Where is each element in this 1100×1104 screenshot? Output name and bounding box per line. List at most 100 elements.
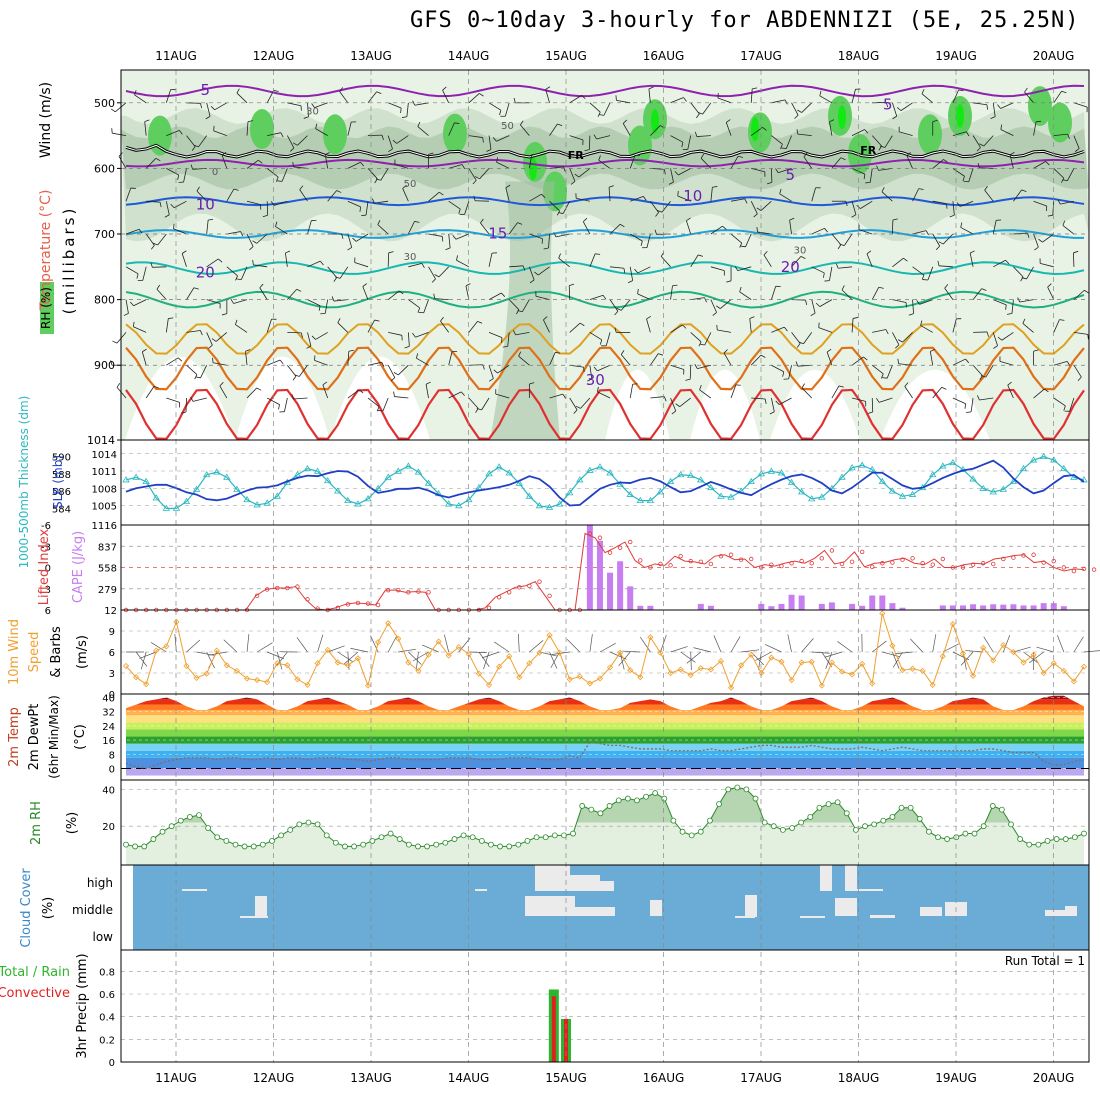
rh2m-marker bbox=[580, 803, 585, 808]
rh2m-marker bbox=[288, 827, 293, 832]
rh2m-marker bbox=[206, 826, 211, 831]
rh2m-marker bbox=[498, 844, 503, 849]
cloud-block bbox=[475, 889, 487, 891]
rh2m-marker bbox=[370, 838, 375, 843]
cloud-block bbox=[820, 865, 832, 891]
wind-tick-label: 6 bbox=[109, 648, 115, 659]
rh2m-marker bbox=[406, 842, 411, 847]
pressure-tick-label: 500 bbox=[94, 97, 115, 110]
wind-barb-flag bbox=[781, 148, 786, 149]
cape-bar bbox=[859, 606, 865, 610]
pressure-tick-label: 700 bbox=[94, 228, 115, 241]
rh2m-marker bbox=[124, 842, 129, 847]
rh2m-marker bbox=[990, 803, 995, 808]
temp-tick-label: 32 bbox=[102, 708, 115, 719]
rh2m-marker bbox=[1018, 837, 1023, 842]
cape-bar bbox=[627, 586, 633, 610]
wind-ylabel-4: (m/s) bbox=[75, 635, 90, 669]
temp-band bbox=[121, 715, 1089, 722]
cape-bar bbox=[1041, 603, 1047, 610]
rh-moist-patch bbox=[148, 116, 172, 156]
cape-bar bbox=[637, 606, 643, 610]
precip-tick-label: 0.2 bbox=[99, 1035, 115, 1046]
wind-ylabel-1: 10m Wind bbox=[7, 619, 22, 685]
rh2m-marker bbox=[415, 844, 420, 849]
date-label-bottom: 19AUG bbox=[935, 1071, 977, 1085]
rh2m-marker bbox=[753, 796, 758, 801]
rh2m-marker bbox=[625, 796, 630, 801]
wind-ylabel-2: Speed bbox=[27, 632, 42, 673]
rh-tick-label: 40 bbox=[102, 785, 115, 796]
rh2m-marker bbox=[890, 814, 895, 819]
date-label-top: 16AUG bbox=[643, 49, 685, 63]
rh2m-marker bbox=[1082, 831, 1087, 836]
rh2m-marker bbox=[470, 835, 475, 840]
date-label-bottom: 12AUG bbox=[253, 1071, 295, 1085]
cloud-block bbox=[255, 896, 267, 916]
cape-bar bbox=[990, 604, 996, 610]
rh2m-marker bbox=[461, 833, 466, 838]
isotherm-label: 5 bbox=[883, 95, 893, 113]
cloud-tick-label: high bbox=[87, 876, 113, 890]
temp-tick-label: 24 bbox=[102, 722, 115, 733]
cape-bar bbox=[980, 605, 986, 610]
cloud-block bbox=[535, 865, 570, 891]
rh2m-marker bbox=[817, 805, 822, 810]
rh2m-marker bbox=[388, 831, 393, 836]
freezing-level-label: FR bbox=[568, 149, 585, 162]
rh2m-marker bbox=[333, 840, 338, 845]
rh2m-marker bbox=[726, 787, 731, 792]
rh2m-marker bbox=[780, 827, 785, 832]
cloud-block bbox=[650, 900, 662, 916]
cloud-block bbox=[600, 881, 614, 891]
rh2m-marker bbox=[981, 824, 986, 829]
cloud-block bbox=[745, 895, 757, 917]
rh2m-marker bbox=[1063, 837, 1068, 842]
slp-ylabel: SLP (mb) bbox=[51, 455, 65, 509]
rh2m-marker bbox=[297, 822, 302, 827]
cloud-block bbox=[575, 907, 615, 916]
upper-air-ylabel: (millibars) bbox=[60, 206, 78, 315]
wind-tick-label: 3 bbox=[109, 669, 115, 680]
rh2m-marker bbox=[598, 811, 603, 816]
date-label-bottom: 20AUG bbox=[1033, 1071, 1075, 1085]
cape-bar bbox=[789, 595, 795, 610]
cape-bar bbox=[869, 596, 875, 610]
rh2m-marker bbox=[315, 822, 320, 827]
cloud-tick-label: low bbox=[93, 930, 114, 944]
legend-wind-label: Wind (m/s) bbox=[38, 82, 54, 158]
date-label-bottom: 17AUG bbox=[740, 1071, 782, 1085]
cape-bar bbox=[1031, 605, 1037, 610]
rh2m-marker bbox=[644, 794, 649, 799]
rh-tick-label: 20 bbox=[102, 822, 115, 833]
cape-tick-label: 12 bbox=[104, 606, 117, 617]
rh2m-marker bbox=[1045, 838, 1050, 843]
rh2m-marker bbox=[771, 824, 776, 829]
rh2m-marker bbox=[881, 818, 886, 823]
date-label-bottom: 15AUG bbox=[545, 1071, 587, 1085]
rh2m-marker bbox=[844, 811, 849, 816]
rh-contour-label: 30 bbox=[794, 246, 807, 257]
cloud-block bbox=[800, 916, 825, 918]
isotherm-label: 15 bbox=[488, 225, 507, 243]
rh2m-marker bbox=[516, 842, 521, 847]
cape-bar bbox=[698, 604, 704, 610]
cloud-block bbox=[1065, 906, 1077, 916]
rh2m-marker bbox=[1072, 835, 1077, 840]
rh2m-ylabel-2: (%) bbox=[65, 812, 80, 835]
rh-saturated-patch bbox=[651, 109, 659, 133]
date-label-top: 19AUG bbox=[935, 49, 977, 63]
wind-barb-flag bbox=[882, 378, 887, 379]
rh2m-marker bbox=[452, 837, 457, 842]
cape-bar bbox=[879, 596, 885, 610]
rh2m-marker bbox=[653, 791, 658, 796]
rh2m-marker bbox=[799, 820, 804, 825]
rh-moist-patch bbox=[323, 114, 347, 154]
rh2m-marker bbox=[790, 826, 795, 831]
cape-tick-label: 837 bbox=[98, 542, 117, 553]
date-label-top: 14AUG bbox=[448, 49, 490, 63]
slp-tick-label: 1011 bbox=[92, 467, 117, 478]
rh2m-marker bbox=[671, 818, 676, 823]
